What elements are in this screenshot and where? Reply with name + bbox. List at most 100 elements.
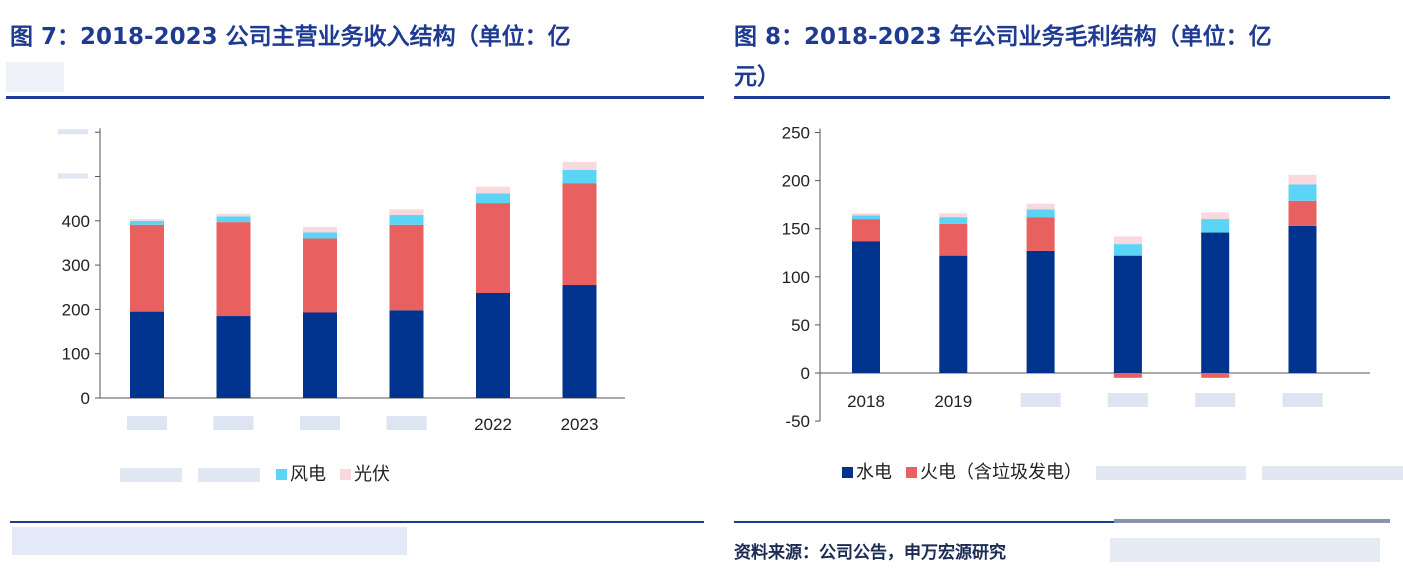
left-chart-title: 图 7：2018-2023 公司主营业务收入结构（单位：亿	[10, 24, 571, 50]
left-bar-segment	[476, 203, 510, 294]
left-bar-segment	[303, 312, 337, 398]
left-bar-segment	[389, 310, 424, 398]
right-x-tick-label: 2019	[934, 392, 972, 411]
right-bar-segment	[852, 213, 880, 216]
right-legend-label: 火电（含垃圾发电）	[920, 462, 1082, 482]
right-y-tick-label: 100	[782, 268, 810, 287]
left-x-tick-label: 2022	[474, 415, 512, 434]
blurred-source-tail	[1110, 538, 1380, 562]
right-y-tick-label: 250	[782, 124, 810, 143]
right-bar-segment	[1113, 255, 1142, 373]
right-legend-swatch	[906, 467, 917, 478]
right-y-tick-label: 150	[782, 220, 810, 239]
left-x-tick-label: 2023	[561, 415, 599, 434]
right-y-tick-label: -50	[785, 412, 810, 431]
right-bar-segment	[1113, 244, 1142, 256]
left-x-tick-label-blurred	[386, 416, 427, 430]
right-y-tick-label: 50	[791, 316, 810, 335]
left-y-tick-label-blurred	[58, 173, 88, 179]
left-bar-segment	[476, 293, 510, 398]
left-y-tick-label: 100	[62, 345, 90, 364]
left-bar-segment	[303, 227, 337, 233]
right-bar-segment	[1026, 203, 1055, 210]
right-bottom-rule	[734, 521, 1114, 523]
left-bar-segment	[216, 216, 251, 223]
right-chart-title-line2: 元）	[734, 64, 780, 90]
right-bar-segment	[1026, 217, 1055, 251]
right-bar-segment	[1201, 373, 1230, 378]
right-source: 资料来源：公司公告，申万宏源研究	[734, 543, 1006, 563]
right-legend-blurred	[1096, 466, 1246, 480]
right-bar-segment	[939, 223, 968, 256]
left-y-tick-label: 0	[81, 389, 90, 408]
left-bar-segment	[130, 219, 164, 221]
left-legend-blurred	[120, 468, 182, 482]
left-bottom-rule	[10, 521, 704, 523]
right-x-tick-label-blurred	[1107, 393, 1148, 407]
right-bar-segment	[939, 213, 968, 218]
right-bar-segment	[1201, 232, 1230, 373]
left-x-tick-label-blurred	[300, 416, 340, 430]
right-bar-segment	[1288, 200, 1317, 226]
left-chart: 0 100 200 300 400 2022 2023 风电 光伏	[58, 128, 625, 484]
left-bar-segment	[216, 316, 251, 398]
left-bar-segment	[130, 224, 164, 312]
left-bar-segment	[389, 215, 424, 225]
left-bar-segment	[389, 209, 424, 216]
left-bar-segment	[216, 222, 251, 317]
right-bar-segment	[1288, 225, 1317, 373]
right-bar-segment	[1201, 219, 1230, 233]
right-x-tick-label: 2018	[847, 392, 885, 411]
left-bar-segment	[562, 285, 597, 398]
right-bar-segment	[1026, 209, 1055, 218]
left-x-tick-label-blurred	[213, 416, 254, 430]
left-y-tick-label: 200	[62, 300, 90, 319]
left-bar-segment	[562, 169, 597, 184]
right-bar-segment	[939, 217, 968, 224]
right-y-tick-label: 200	[782, 172, 810, 191]
left-bar-segment	[476, 186, 510, 194]
left-y-tick-label: 400	[62, 212, 90, 231]
right-bar-segment	[1288, 184, 1317, 201]
right-bar-segment	[852, 219, 880, 242]
right-bar-segment	[1113, 373, 1142, 378]
left-bar-segment	[476, 193, 510, 204]
right-bar-segment	[852, 241, 880, 373]
left-bar-segment	[303, 238, 337, 313]
right-bar-segment	[1113, 236, 1142, 245]
right-bar-segment	[852, 215, 880, 220]
blurred-left-source	[12, 527, 407, 555]
right-bar-segment	[1026, 250, 1055, 373]
right-legend-swatch	[842, 467, 853, 478]
right-y-tick-label: 0	[801, 364, 810, 383]
left-legend-label: 风电	[290, 464, 326, 484]
right-bar-segment	[1201, 212, 1230, 220]
left-x-tick-label-blurred	[127, 416, 167, 430]
left-bar-segment	[562, 161, 597, 170]
right-chart-title-line1: 图 8：2018-2023 年公司业务毛利结构（单位：亿	[734, 24, 1272, 50]
left-bar-segment	[130, 220, 164, 225]
left-legend-swatch	[340, 469, 351, 480]
left-bar-segment	[303, 232, 337, 239]
left-y-tick-label-blurred	[58, 129, 88, 135]
right-x-tick-label-blurred	[1282, 393, 1323, 407]
right-chart: -50 0 50 100 150 200 250 2018 2019 水电 火电（含垃圾发电）	[782, 124, 1403, 482]
left-bar-segment	[562, 183, 597, 286]
right-title-rule	[734, 96, 1390, 99]
left-bar-segment	[389, 224, 424, 311]
left-legend-label: 光伏	[354, 464, 390, 484]
right-legend-blurred	[1262, 466, 1403, 480]
blurred-title-tail	[6, 62, 64, 92]
left-title-rule	[6, 96, 704, 99]
right-legend-label: 水电	[856, 462, 892, 482]
left-y-tick-label: 300	[62, 256, 90, 275]
right-x-tick-label-blurred	[1195, 393, 1236, 407]
left-bar-segment	[216, 213, 251, 217]
right-bottom-rule-blur	[1114, 519, 1390, 523]
right-bar-segment	[939, 255, 968, 373]
left-legend-blurred	[198, 468, 260, 482]
left-bar-segment	[130, 311, 164, 398]
right-bar-segment	[1288, 174, 1317, 185]
right-x-tick-label-blurred	[1020, 393, 1061, 407]
left-legend-swatch	[276, 469, 287, 480]
